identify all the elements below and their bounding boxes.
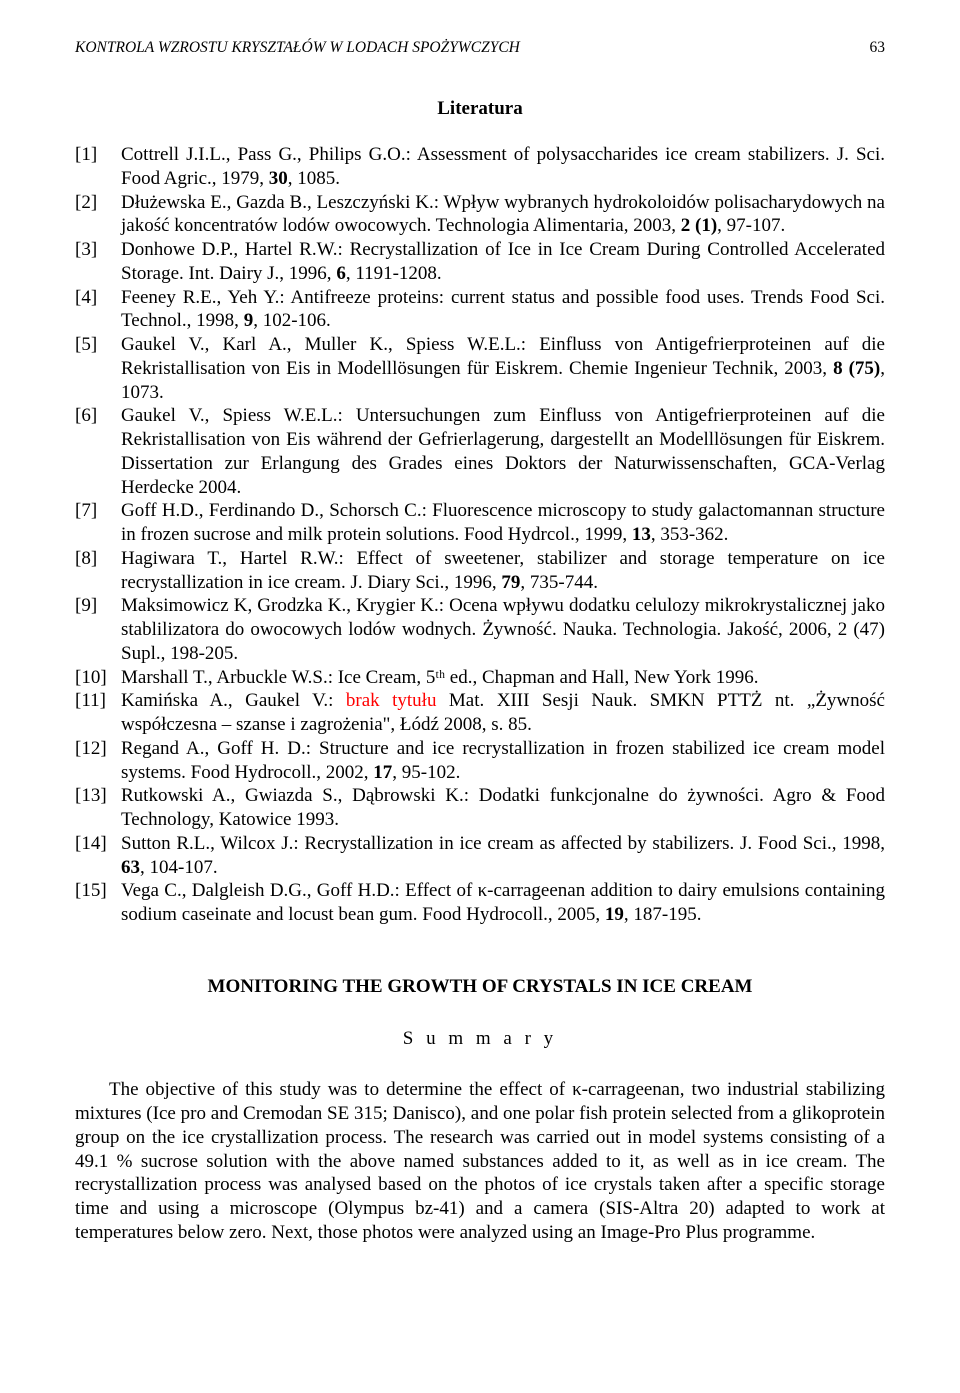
literature-heading: Literatura bbox=[75, 97, 885, 121]
reference-text: Dłużewska E., Gazda B., Leszczyński K.: … bbox=[121, 191, 885, 239]
reference-text: Cottrell J.I.L., Pass G., Philips G.O.: … bbox=[121, 143, 885, 191]
reference-number: [11] bbox=[75, 689, 121, 713]
reference-item: [1]Cottrell J.I.L., Pass G., Philips G.O… bbox=[75, 143, 885, 191]
reference-number: [3] bbox=[75, 238, 121, 262]
references-list: [1]Cottrell J.I.L., Pass G., Philips G.O… bbox=[75, 143, 885, 927]
reference-number: [10] bbox=[75, 666, 121, 690]
abstract-title: MONITORING THE GROWTH OF CRYSTALS IN ICE… bbox=[75, 975, 885, 999]
reference-number: [14] bbox=[75, 832, 121, 856]
reference-text: Kamińska A., Gaukel V.: brak tytułu Mat.… bbox=[121, 689, 885, 737]
reference-number: [12] bbox=[75, 737, 121, 761]
reference-item: [11]Kamińska A., Gaukel V.: brak tytułu … bbox=[75, 689, 885, 737]
reference-item: [3]Donhowe D.P., Hartel R.W.: Recrystall… bbox=[75, 238, 885, 286]
reference-text: Sutton R.L., Wilcox J.: Recrystallizatio… bbox=[121, 832, 885, 880]
reference-text: Gaukel V., Karl A., Muller K., Spiess W.… bbox=[121, 333, 885, 404]
reference-missing-title: brak tytułu bbox=[346, 690, 437, 711]
reference-item: [10]Marshall T., Arbuckle W.S.: Ice Crea… bbox=[75, 666, 885, 690]
reference-text: Vega C., Dalgleish D.G., Goff H.D.: Effe… bbox=[121, 879, 885, 927]
page: KONTROLA WZROSTU KRYSZTAŁÓW W LODACH SPO… bbox=[0, 0, 960, 1393]
reference-item: [2]Dłużewska E., Gazda B., Leszczyński K… bbox=[75, 191, 885, 239]
reference-text: Rutkowski A., Gwiazda S., Dąbrowski K.: … bbox=[121, 784, 885, 832]
reference-text: Regand A., Goff H. D.: Structure and ice… bbox=[121, 737, 885, 785]
reference-text: Goff H.D., Ferdinando D., Schorsch C.: F… bbox=[121, 499, 885, 547]
reference-item: [8]Hagiwara T., Hartel R.W.: Effect of s… bbox=[75, 547, 885, 595]
reference-item: [15]Vega C., Dalgleish D.G., Goff H.D.: … bbox=[75, 879, 885, 927]
reference-number: [5] bbox=[75, 333, 121, 357]
reference-number: [2] bbox=[75, 191, 121, 215]
reference-item: [9]Maksimowicz K, Grodzka K., Krygier K.… bbox=[75, 594, 885, 665]
reference-text: Donhowe D.P., Hartel R.W.: Recrystalliza… bbox=[121, 238, 885, 286]
reference-number: [1] bbox=[75, 143, 121, 167]
reference-item: [4]Feeney R.E., Yeh Y.: Antifreeze prote… bbox=[75, 286, 885, 334]
reference-item: [5]Gaukel V., Karl A., Muller K., Spiess… bbox=[75, 333, 885, 404]
reference-number: [15] bbox=[75, 879, 121, 903]
reference-text: Gaukel V., Spiess W.E.L.: Untersuchungen… bbox=[121, 404, 885, 499]
reference-item: [6]Gaukel V., Spiess W.E.L.: Untersuchun… bbox=[75, 404, 885, 499]
reference-item: [14]Sutton R.L., Wilcox J.: Recrystalliz… bbox=[75, 832, 885, 880]
reference-number: [6] bbox=[75, 404, 121, 428]
reference-text: Hagiwara T., Hartel R.W.: Effect of swee… bbox=[121, 547, 885, 595]
reference-text: Marshall T., Arbuckle W.S.: Ice Cream, 5… bbox=[121, 666, 885, 690]
reference-number: [13] bbox=[75, 784, 121, 808]
running-title: KONTROLA WZROSTU KRYSZTAŁÓW W LODACH SPO… bbox=[75, 38, 520, 57]
abstract-body: The objective of this study was to deter… bbox=[75, 1078, 885, 1244]
reference-item: [12]Regand A., Goff H. D.: Structure and… bbox=[75, 737, 885, 785]
reference-text: Feeney R.E., Yeh Y.: Antifreeze proteins… bbox=[121, 286, 885, 334]
reference-number: [4] bbox=[75, 286, 121, 310]
reference-text: Maksimowicz K, Grodzka K., Krygier K.: O… bbox=[121, 594, 885, 665]
reference-item: [13]Rutkowski A., Gwiazda S., Dąbrowski … bbox=[75, 784, 885, 832]
running-head: KONTROLA WZROSTU KRYSZTAŁÓW W LODACH SPO… bbox=[75, 38, 885, 57]
reference-number: [7] bbox=[75, 499, 121, 523]
reference-item: [7]Goff H.D., Ferdinando D., Schorsch C.… bbox=[75, 499, 885, 547]
reference-number: [9] bbox=[75, 594, 121, 618]
summary-label: S u m m a r y bbox=[75, 1027, 885, 1051]
reference-number: [8] bbox=[75, 547, 121, 571]
page-number: 63 bbox=[870, 38, 886, 57]
